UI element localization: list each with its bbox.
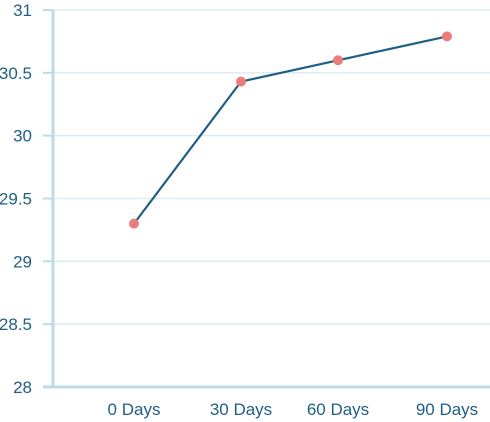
series-lines: [133, 35, 448, 225]
data-points: [129, 31, 452, 229]
y-tick-label: 28.5: [0, 315, 32, 334]
grid-lines: [53, 9, 490, 325]
data-point: [129, 218, 139, 229]
axes: [43, 9, 490, 389]
data-point: [236, 76, 246, 87]
x-tick-label: 0 Days: [108, 400, 161, 419]
y-tick-labels: 28 28.5 29 29.5 30 30.5 31: [0, 1, 32, 397]
data-point: [333, 55, 343, 66]
y-tick-label: 30.5: [0, 64, 32, 83]
y-tick-label: 28: [13, 378, 32, 397]
y-tick-label: 31: [13, 1, 32, 20]
data-point: [442, 31, 452, 42]
y-tick-label: 29: [13, 252, 32, 271]
x-tick-labels: 0 Days 30 Days 60 Days 90 Days: [108, 400, 479, 419]
y-tick-label: 30: [13, 127, 32, 146]
x-tick-label: 30 Days: [210, 400, 272, 419]
x-tick-label: 60 Days: [307, 400, 369, 419]
series-line: [133, 35, 448, 225]
x-tick-label: 90 Days: [416, 400, 478, 419]
y-tick-label: 29.5: [0, 190, 32, 209]
